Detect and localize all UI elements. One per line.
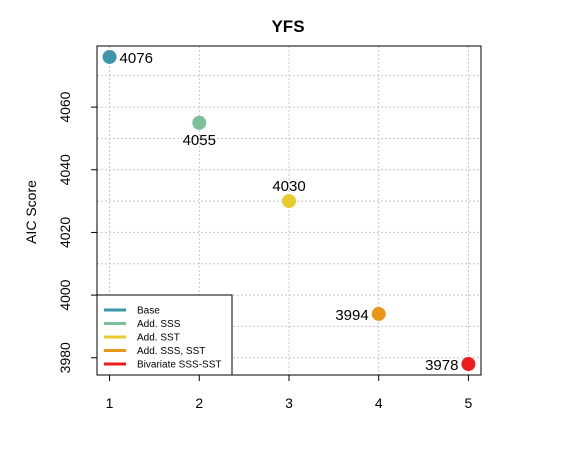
data-point [192,115,207,130]
x-tick-label: 3 [285,395,293,411]
data-point [371,306,386,321]
data-points: 4076 4055 4030 3994 3978 [102,49,476,374]
grid [97,46,481,375]
y-tick-label: 4060 [57,91,73,122]
x-tick-label: 5 [465,395,473,411]
legend-entry: Base [137,306,160,317]
chart-title: YFS [271,17,304,36]
data-label: 3994 [335,307,368,324]
y-tick-label: 4000 [57,279,73,310]
legend-box [96,294,233,376]
x-tick-label: 1 [106,395,114,411]
legend-entry: Add. SST [137,333,180,344]
axis-ticks: 1 2 3 4 5 3980 4000 4020 4040 4060 [57,91,473,411]
data-label: 4055 [183,132,216,149]
y-tick-label: 3980 [57,342,73,373]
legend-entry: Bivariate SSS-SST [137,360,221,371]
legend-entry: Add. SSS, SST [137,346,205,357]
data-point [282,194,296,209]
x-tick-label: 2 [195,395,203,411]
plot-frame [96,45,482,376]
data-label: 3978 [425,357,458,374]
legend-entry: Add. SSS [137,319,181,330]
data-point [102,49,117,64]
y-axis-label: AIC Score [23,180,39,244]
data-label: 4030 [272,178,305,195]
x-tick-label: 4 [375,395,383,411]
y-tick-label: 4040 [57,154,73,185]
data-label: 4076 [120,50,153,67]
y-tick-label: 4020 [57,217,73,248]
legend: Base Add. SSS Add. SST Add. SSS, SST Bivaria… [96,294,233,376]
data-point [461,357,476,372]
